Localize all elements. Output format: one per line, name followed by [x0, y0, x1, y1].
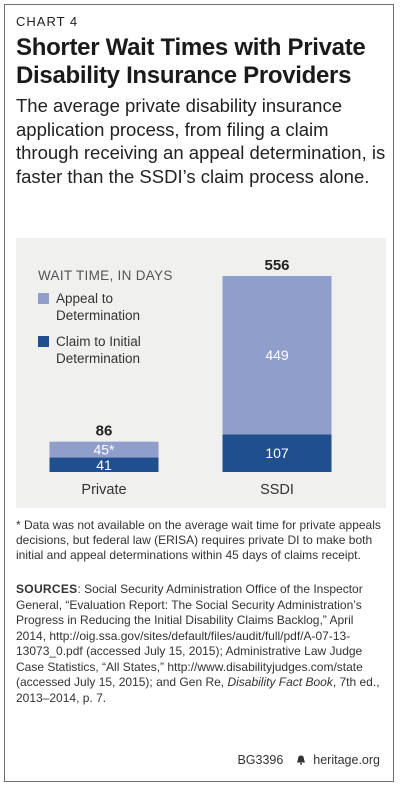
- total-label-private: 86: [96, 423, 113, 440]
- sources-italic: Disability Fact Book: [227, 675, 333, 689]
- liberty-bell-icon: [296, 755, 305, 765]
- chart-title: Shorter Wait Times with Private Disabili…: [16, 34, 366, 89]
- data-label-ssdi-appeal-to-determination: 449: [265, 347, 289, 363]
- sources-text: : Social Security Administration Office …: [16, 582, 363, 689]
- legend-title: WAIT TIME, IN DAYS: [38, 268, 173, 283]
- footer: BG3396 heritage.org: [237, 753, 380, 767]
- total-label-ssdi: 556: [264, 257, 289, 274]
- legend-label-appeal: Appeal to Determination: [56, 291, 141, 323]
- footnote: * Data was not available on the average …: [16, 518, 381, 562]
- legend-swatch-claim: [38, 336, 49, 347]
- bar-private-appeal-to-determination: [49, 441, 159, 458]
- sources: SOURCES: Social Security Administration …: [16, 582, 386, 706]
- bar-private-claim-to-initial-determination: [49, 457, 159, 472]
- footer-id: BG3396: [237, 753, 284, 767]
- footer-site: heritage.org: [313, 753, 380, 767]
- sources-label: SOURCES: [16, 582, 78, 596]
- data-label-ssdi-claim-to-initial-determination: 107: [265, 445, 289, 461]
- chart-frame: [4, 4, 394, 782]
- sources-tail: , 7th ed., 2013–2014, p. 7.: [16, 675, 380, 705]
- data-label-private-appeal-to-determination: 45*: [93, 442, 115, 458]
- chart-panel: 41 45* 86 Private 107 449 556 SSDI: [16, 238, 386, 508]
- chart-subtitle: The average private disability insurance…: [16, 95, 386, 187]
- category-label-ssdi: SSDI: [260, 482, 294, 498]
- bar-ssdi-appeal-to-determination: [222, 276, 332, 435]
- data-label-private-claim-to-initial-determination: 41: [96, 457, 112, 473]
- chart-number: CHART 4: [16, 14, 79, 29]
- category-label-private: Private: [81, 482, 126, 498]
- legend-swatch-appeal: [38, 293, 49, 304]
- bar-ssdi-claim-to-initial-determination: [222, 434, 332, 472]
- legend-label-claim: Claim to Initial Determination: [56, 334, 141, 366]
